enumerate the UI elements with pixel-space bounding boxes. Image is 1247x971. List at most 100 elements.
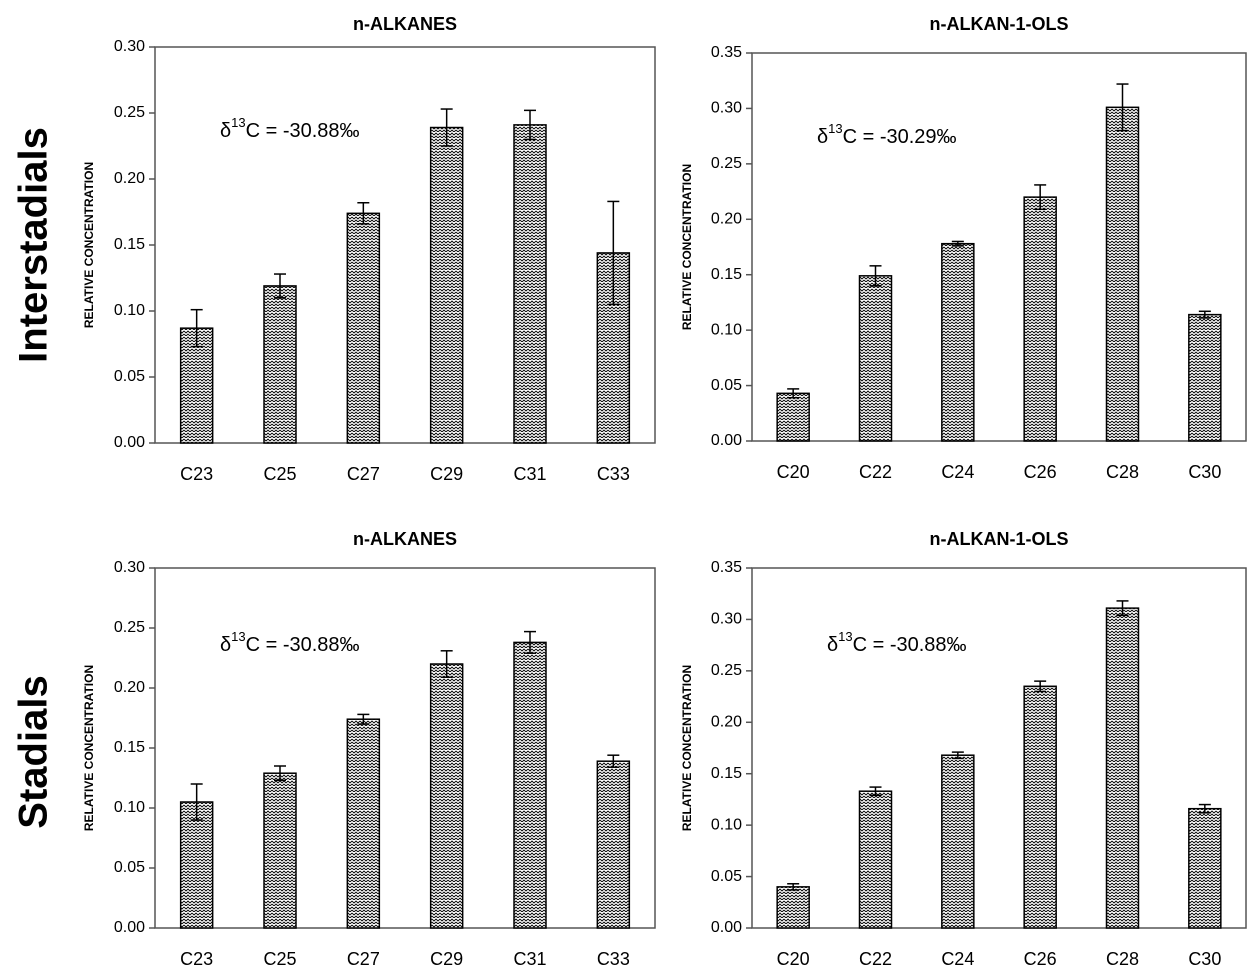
annotation: δ13C = -30.29‰: [817, 121, 957, 148]
annotation: δ13C = -30.88‰: [827, 629, 967, 656]
y-tick-label: 0.30: [114, 559, 145, 576]
bar: [941, 242, 975, 442]
bar: [429, 126, 464, 444]
annotation-part: δ: [220, 634, 231, 656]
bar: [513, 641, 547, 929]
bar: [1023, 685, 1057, 929]
x-tick-label: C24: [941, 949, 974, 969]
x-tick-label: C33: [597, 949, 630, 969]
y-tick-label: 0.30: [114, 38, 145, 55]
y-axis-label: RELATIVE CONCENTRATION: [82, 665, 96, 831]
y-tick-label: 0.05: [711, 868, 742, 885]
x-tick-label: C25: [263, 949, 296, 969]
x-tick-label: C20: [777, 462, 810, 482]
chart-title: n-ALKAN-1-OLS: [930, 529, 1069, 549]
x-tick-label: C31: [513, 464, 546, 484]
y-axis-label: RELATIVE CONCENTRATION: [82, 162, 96, 328]
bar: [513, 124, 547, 444]
annotation-part: C = -30.88‰: [246, 634, 360, 656]
bar: [1188, 313, 1222, 442]
x-tick-label: C33: [597, 464, 630, 484]
chart-title: n-ALKANES: [353, 529, 457, 549]
y-axis-label: RELATIVE CONCENTRATION: [680, 164, 694, 330]
y-tick-label: 0.30: [711, 611, 742, 628]
x-tick-label: C28: [1106, 949, 1139, 969]
bar: [776, 886, 810, 929]
row-label: Interstadials: [12, 127, 56, 363]
plot-frame: [751, 52, 1247, 442]
bar: [941, 754, 975, 929]
y-tick-label: 0.05: [114, 859, 145, 876]
y-tick-label: 0.35: [711, 44, 742, 61]
y-tick-label: 0.25: [114, 104, 145, 121]
y-tick-label: 0.00: [114, 919, 145, 936]
y-tick-label: 0.00: [711, 432, 742, 449]
annotation-part: 13: [231, 115, 245, 130]
annotation-part: C = -30.88‰: [853, 634, 967, 656]
x-tick-label: C30: [1188, 462, 1221, 482]
row-label: Stadials: [12, 675, 56, 828]
plot-frame: [154, 567, 656, 929]
x-tick-label: C29: [430, 949, 463, 969]
y-tick-label: 0.20: [114, 170, 145, 187]
x-tick-label: C22: [859, 462, 892, 482]
y-tick-label: 0.15: [114, 739, 145, 756]
bar: [1188, 807, 1222, 929]
bar: [346, 212, 381, 444]
x-tick-label: C28: [1106, 462, 1139, 482]
y-tick-label: 0.20: [114, 679, 145, 696]
y-tick-label: 0.15: [711, 765, 742, 782]
y-tick-label: 0.25: [711, 662, 742, 679]
y-tick-label: 0.00: [114, 434, 145, 451]
y-tick-label: 0.20: [711, 714, 742, 731]
annotation-part: C = -30.29‰: [843, 126, 957, 148]
chart-title: n-ALKAN-1-OLS: [930, 14, 1069, 34]
y-tick-label: 0.15: [114, 236, 145, 253]
y-tick-label: 0.00: [711, 919, 742, 936]
bar: [179, 801, 214, 929]
annotation: δ13C = -30.88‰: [220, 629, 360, 656]
bar: [263, 285, 297, 444]
annotation-part: δ: [827, 634, 838, 656]
y-tick-label: 0.10: [114, 302, 145, 319]
x-tick-label: C31: [513, 949, 546, 969]
chart-title: n-ALKANES: [353, 14, 457, 34]
x-tick-label: C24: [941, 462, 974, 482]
x-tick-label: C30: [1188, 949, 1221, 969]
y-tick-label: 0.05: [711, 377, 742, 394]
y-tick-label: 0.10: [711, 321, 742, 338]
annotation-part: 13: [231, 629, 245, 644]
bar: [1105, 106, 1140, 442]
bar: [1105, 607, 1140, 929]
bar: [429, 663, 464, 929]
bar: [858, 275, 893, 442]
annotation-part: C = -30.88‰: [246, 120, 360, 142]
y-tick-label: 0.10: [114, 799, 145, 816]
y-tick-label: 0.25: [711, 155, 742, 172]
y-tick-label: 0.05: [114, 368, 145, 385]
bar: [1023, 196, 1057, 442]
y-axis-label: RELATIVE CONCENTRATION: [680, 665, 694, 831]
x-tick-label: C22: [859, 949, 892, 969]
plot-frame: [751, 567, 1247, 929]
annotation-part: δ: [220, 120, 231, 142]
bar: [858, 790, 893, 929]
annotation-part: δ: [817, 126, 828, 148]
annotation: δ13C = -30.88‰: [220, 115, 360, 142]
x-tick-label: C26: [1024, 462, 1057, 482]
x-tick-label: C23: [180, 949, 213, 969]
x-tick-label: C27: [347, 464, 380, 484]
x-tick-label: C27: [347, 949, 380, 969]
bar: [263, 772, 297, 929]
x-tick-label: C23: [180, 464, 213, 484]
bar: [346, 718, 381, 929]
x-tick-label: C20: [777, 949, 810, 969]
annotation-part: 13: [838, 629, 852, 644]
y-tick-label: 0.20: [711, 211, 742, 228]
y-tick-label: 0.10: [711, 816, 742, 833]
plot-frame: [154, 46, 656, 444]
y-tick-label: 0.15: [711, 266, 742, 283]
x-tick-label: C25: [263, 464, 296, 484]
y-tick-label: 0.30: [711, 100, 742, 117]
